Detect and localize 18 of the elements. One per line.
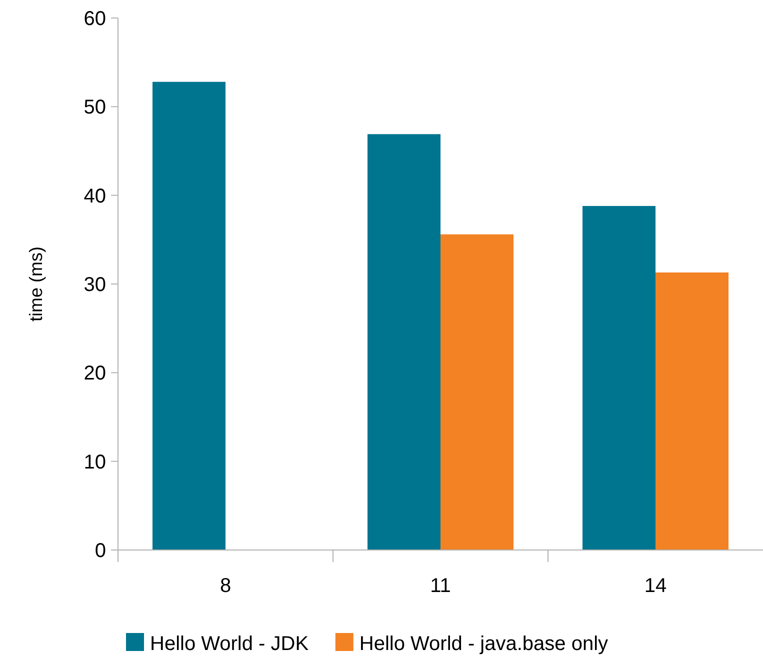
legend-label: Hello World - java.base only xyxy=(359,633,608,655)
x-tick-label: 11 xyxy=(430,575,451,597)
y-tick-label: 60 xyxy=(84,8,106,30)
x-tick-label: 8 xyxy=(220,575,232,597)
y-tick-label: 40 xyxy=(84,185,106,208)
y-tick-label: 30 xyxy=(84,274,106,296)
y-tick-label: 20 xyxy=(84,362,106,385)
bar xyxy=(152,82,226,550)
x-tick-label: 14 xyxy=(644,575,667,597)
bar xyxy=(368,134,440,550)
y-tick-label: 50 xyxy=(84,96,106,119)
y-tick-label: 10 xyxy=(84,451,106,474)
y-axis-title: time (ms) xyxy=(26,246,46,322)
bar xyxy=(582,206,656,550)
bar xyxy=(440,234,514,550)
legend-label: Hello World - JDK xyxy=(150,633,310,655)
y-tick-label: 0 xyxy=(94,540,106,562)
bar xyxy=(656,272,728,550)
